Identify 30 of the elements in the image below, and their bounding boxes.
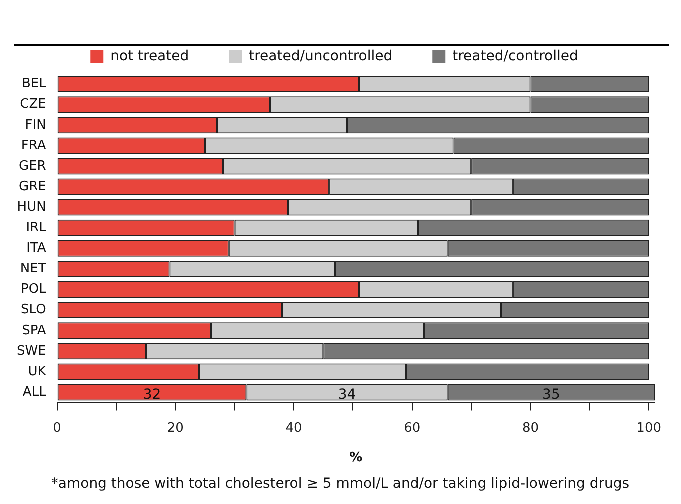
y-tick-label: FIN [25,118,46,133]
x-tick-label: 0 [53,420,62,436]
y-tick-label: ALL [22,384,48,400]
y-tick-label: SWE [16,344,46,359]
x-tick-label: 100 [636,420,662,436]
y-tick-label: GRE [18,179,46,194]
y-tick-label: SLO [21,302,46,318]
y-tick-label: CZE [20,97,46,112]
y-tick-label: SPA [22,323,46,338]
y-tick-label: FRA [21,138,46,154]
text: *among those with total cholesterol ≥ 5 mmol/L and/or taking lipid-lowering drugs [50,476,631,492]
legend-label: treated/controlled [452,48,578,65]
legend-label: treated/uncontrolled [249,48,393,65]
data-label: 35 [542,387,560,404]
x-tick-label: 60 [404,420,421,436]
x-tick-label: 80 [522,420,540,436]
y-tick-label: BEL [22,76,48,92]
data-label: 34 [338,387,356,404]
y-tick-label: UK [28,364,47,380]
legend-label: not treated [110,48,190,65]
y-tick-label: GER [18,158,46,174]
y-tick-label: POL [20,282,48,298]
y-tick-label: HUN [17,200,46,215]
y-tick-label: ITA [26,241,46,256]
x-axis-title: % [350,450,363,466]
x-tick-label: 40 [286,420,302,436]
y-tick-label: IRL [26,220,48,236]
y-tick-label: NET [20,262,46,277]
x-tick-label: 20 [167,420,184,436]
data-label: 32 [143,387,162,404]
